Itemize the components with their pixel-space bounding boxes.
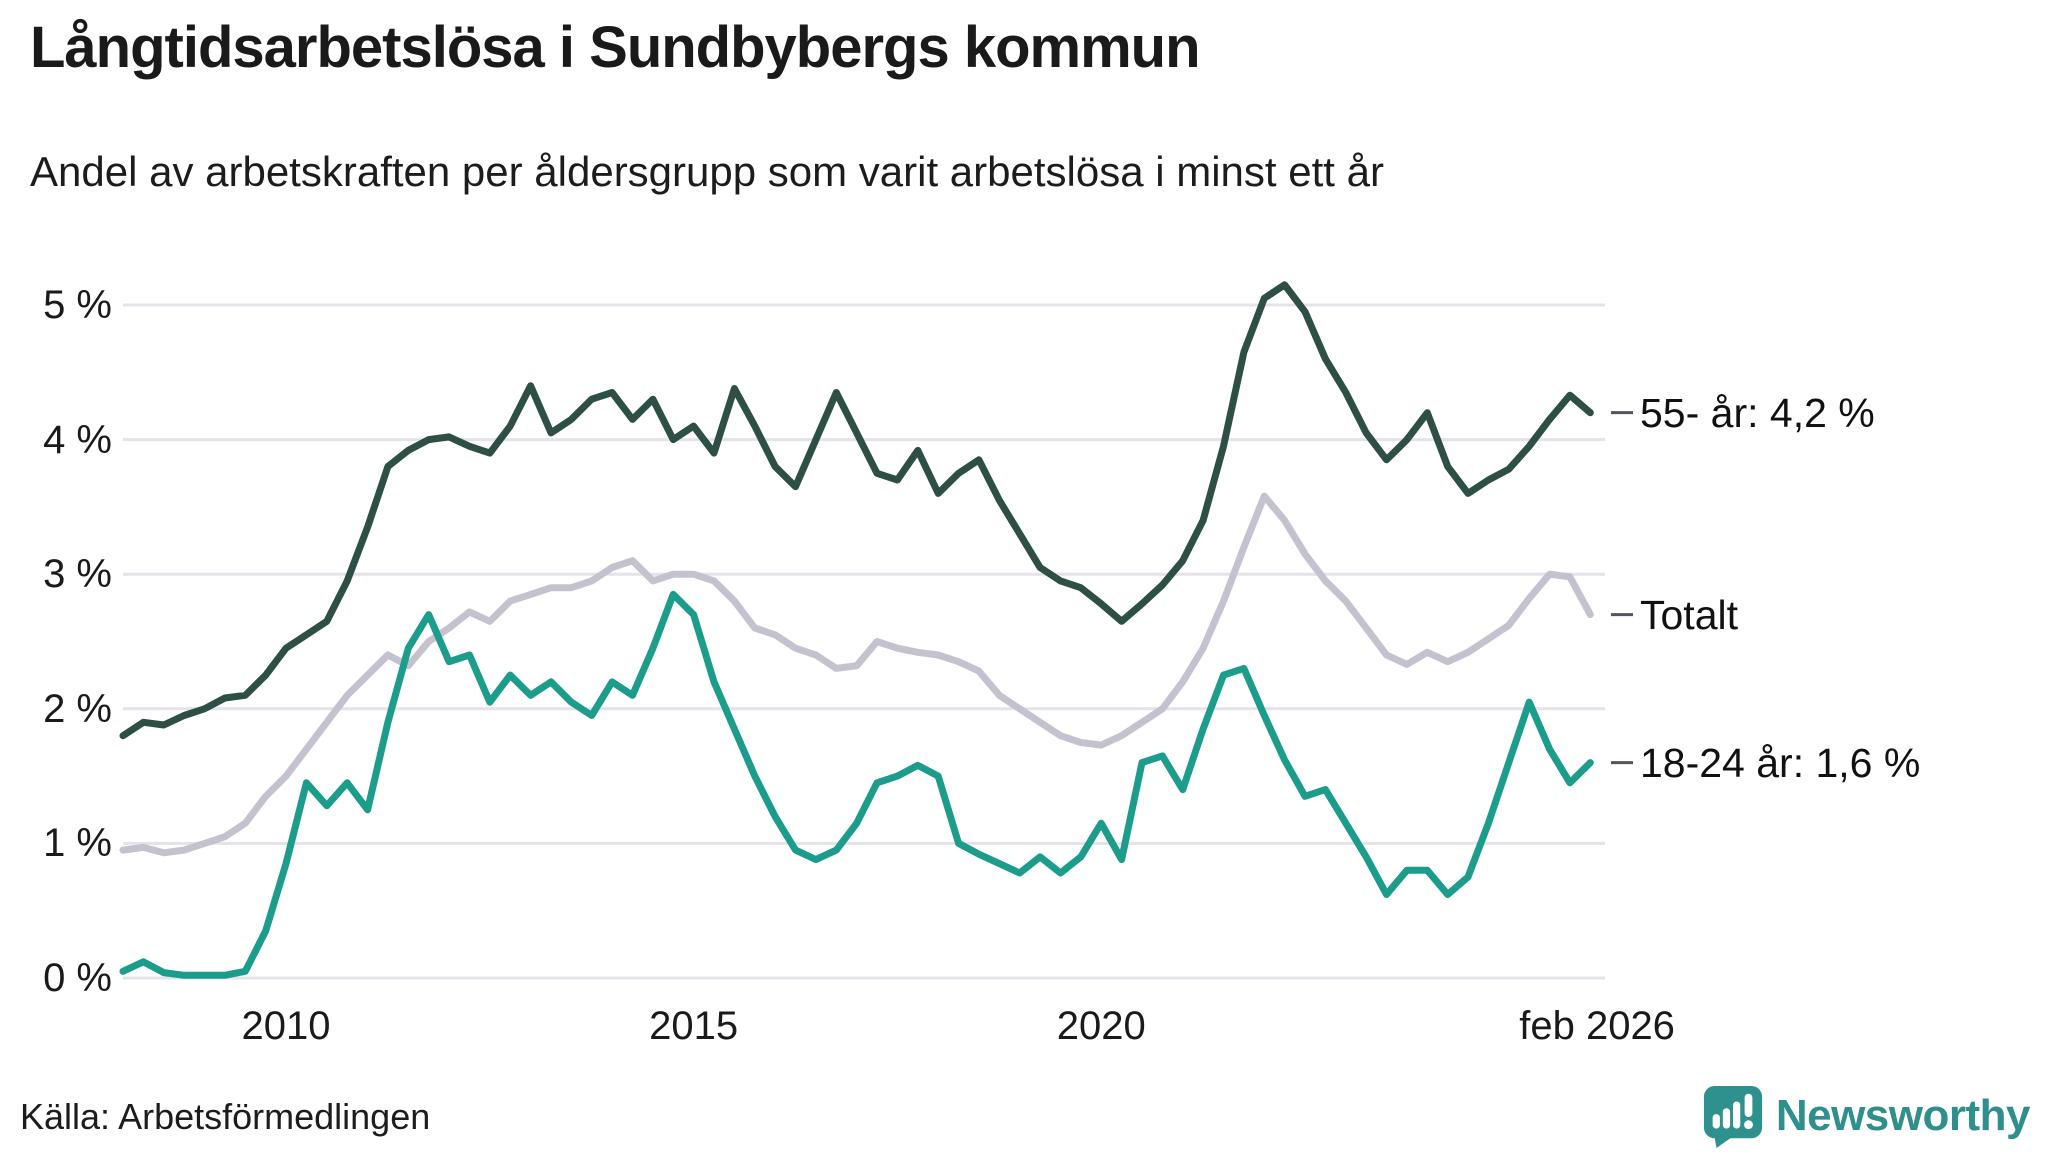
x-tick-label: 2010: [241, 1004, 331, 1048]
y-tick-label: 5 %: [43, 283, 112, 327]
series-line-18-24-år: [119, 590, 1594, 979]
newsworthy-icon: [1703, 1085, 1762, 1148]
chart-subtitle: Andel av arbetskraften per åldersgrupp s…: [30, 148, 1384, 195]
series-line-55--år: [119, 281, 1594, 740]
source-note: Källa: Arbetsförmedlingen: [20, 1096, 431, 1137]
page-title: Långtidsarbetslösa i Sundbybergs kommun: [30, 15, 1201, 80]
y-tick-label: 1 %: [43, 821, 112, 866]
y-tick-label: 4 %: [43, 417, 112, 462]
x-tick-label: 2020: [1056, 1004, 1146, 1048]
series-line-Totalt: [119, 492, 1594, 857]
x-tick-label: 2015: [649, 1004, 739, 1048]
y-tick-label: 3 %: [43, 552, 112, 597]
series-end-label-18-24-år: 18-24 år: 1,6 %: [1640, 739, 1921, 786]
y-tick-label: 2 %: [43, 686, 112, 731]
newsworthy-logo: Newsworthy: [1702, 1084, 2031, 1148]
x-tick-label: feb 2026: [1519, 1004, 1675, 1048]
newsworthy-wordmark: Newsworthy: [1775, 1091, 2031, 1140]
series-end-label-Totalt: Totalt: [1640, 591, 1738, 638]
series-end-label-55--år: 55- år: 4,2 %: [1640, 389, 1875, 436]
y-tick-label: 0 %: [43, 956, 112, 1000]
